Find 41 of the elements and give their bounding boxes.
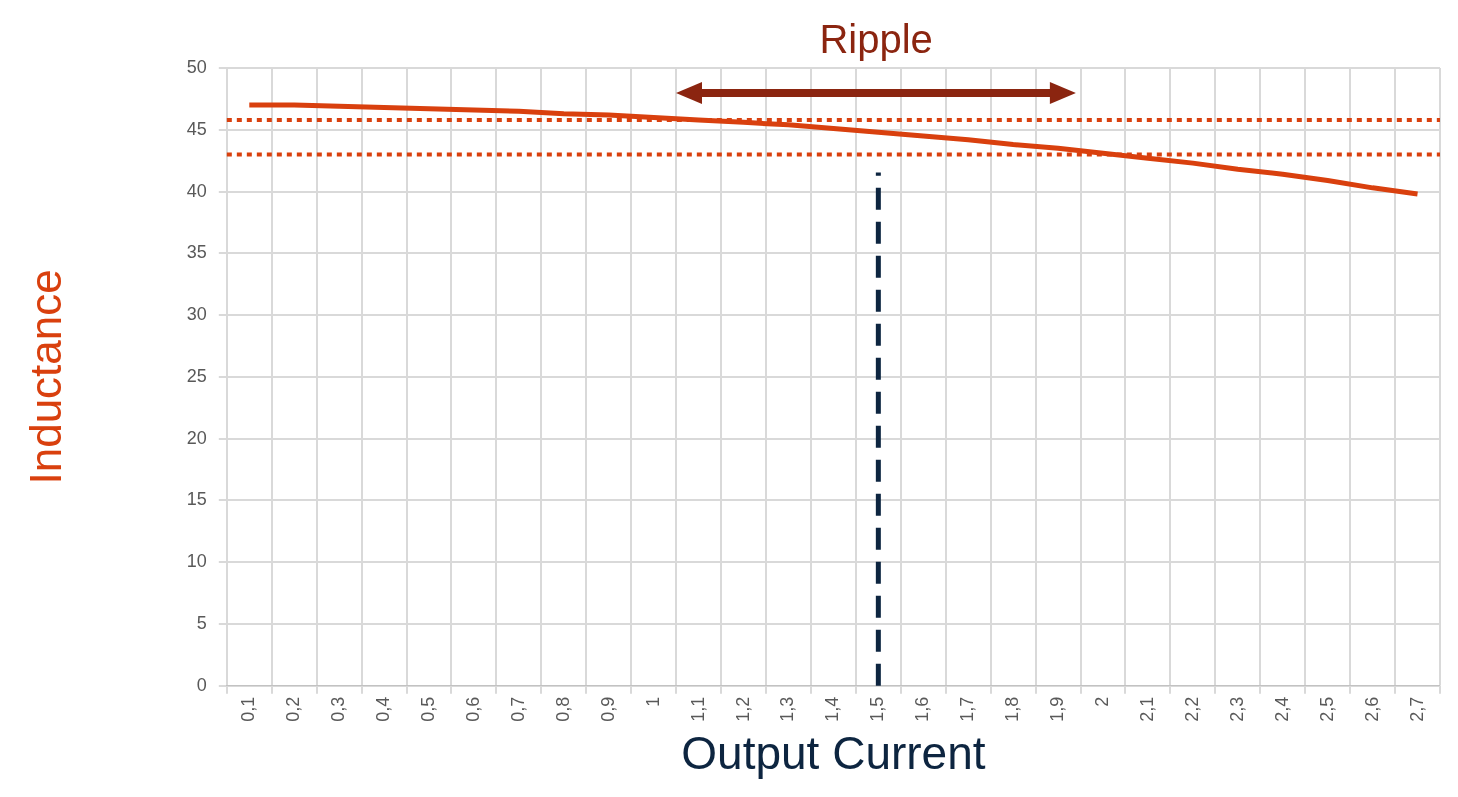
y-tick-label: 50 — [186, 56, 207, 77]
x-tick-label: 1,9 — [1047, 696, 1068, 722]
x-axis-title: Output Current — [681, 727, 986, 780]
x-tick-label: 1,7 — [957, 696, 978, 722]
x-tick-label: 2,5 — [1316, 696, 1337, 722]
x-tick-label: 2,1 — [1136, 696, 1157, 722]
x-tick-label: 0,5 — [417, 696, 438, 722]
y-tick-label: 20 — [186, 427, 207, 448]
x-tick-label: 0,7 — [507, 696, 528, 722]
x-tick-label: 0,2 — [283, 696, 304, 722]
x-tick-label: 1 — [642, 696, 663, 707]
y-tick-label: 0 — [196, 674, 207, 695]
x-tick-label: 1,4 — [822, 696, 843, 722]
x-tick-label: 2 — [1091, 696, 1112, 707]
y-tick-label: 35 — [186, 242, 207, 263]
x-tick-label: 2,4 — [1271, 696, 1292, 722]
x-tick-label: 1,1 — [687, 696, 708, 722]
x-tick-label: 0,9 — [597, 696, 618, 722]
y-tick-label: 30 — [186, 304, 207, 325]
x-tick-label: 0,4 — [373, 696, 394, 722]
text: Ripple — [819, 17, 933, 61]
x-tick-label: 0,1 — [238, 696, 259, 722]
y-axis-title: Inductance — [20, 269, 70, 485]
x-tick-label: 0,3 — [328, 696, 349, 722]
y-tick-label: 10 — [186, 551, 207, 572]
x-tick-label: 0,6 — [462, 696, 483, 722]
y-tick-label: 5 — [196, 612, 207, 633]
x-tick-label: 1,6 — [912, 696, 933, 722]
x-tick-label: 1,5 — [867, 696, 888, 722]
x-tick-label: 1,2 — [732, 696, 753, 722]
x-tick-label: 1,8 — [1002, 696, 1023, 722]
x-tick-label: 2,6 — [1361, 696, 1382, 722]
x-tick-label: 2,2 — [1181, 696, 1202, 722]
x-tick-label: 2,7 — [1406, 696, 1427, 722]
x-tick-label: 0,8 — [552, 696, 573, 722]
y-tick-label: 25 — [186, 365, 207, 386]
x-tick-label: 2,3 — [1226, 696, 1247, 722]
y-tick-label: 40 — [186, 180, 207, 201]
x-tick-label: 1,3 — [777, 696, 798, 722]
y-tick-label: 45 — [186, 118, 207, 139]
y-tick-label: 15 — [186, 489, 207, 510]
